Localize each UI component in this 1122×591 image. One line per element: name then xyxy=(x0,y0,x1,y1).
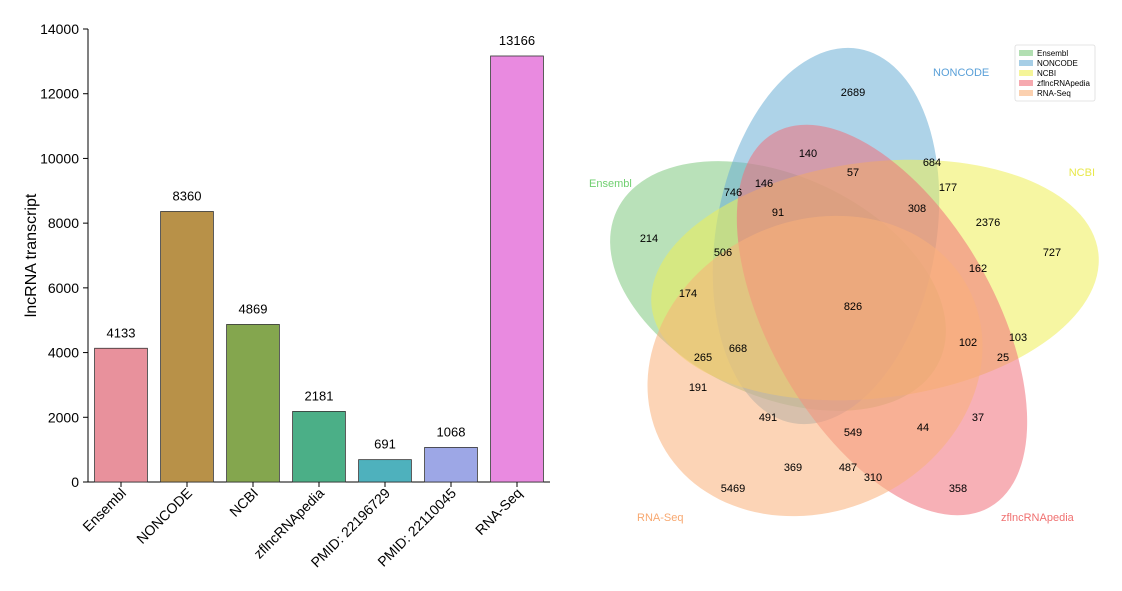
venn-region-count: 25 xyxy=(997,352,1009,364)
venn-set-label-rna-seq: RNA-Seq xyxy=(637,512,683,524)
venn-region-count: 487 xyxy=(839,462,857,474)
bar-value-label: 691 xyxy=(374,437,396,452)
venn-region-counts: 2689 214 727 5469 358 140 684 57 746 146 177 308 91 2… xyxy=(640,87,1061,495)
venn-region-count: 826 xyxy=(844,301,862,313)
bar-pmid-22196729 xyxy=(358,459,412,483)
venn-region-count: 308 xyxy=(908,203,926,215)
legend-label-ensembl: Ensembl xyxy=(1037,49,1068,58)
legend-swatch-ncbi xyxy=(1019,70,1033,76)
y-tick-label: 8000 xyxy=(48,215,79,231)
legend-label-rna-seq: RNA-Seq xyxy=(1037,89,1071,98)
bar-value-label: 4133 xyxy=(107,325,136,340)
x-tick-label: NCBI xyxy=(226,485,261,520)
venn-region-count: 358 xyxy=(949,483,967,495)
venn-region-count: 191 xyxy=(689,382,707,394)
bar-zflncrnapedia xyxy=(292,411,346,483)
venn-region-count: 2376 xyxy=(976,217,1000,229)
bar-value-label: 8360 xyxy=(173,188,202,203)
x-tick-label: Ensembl xyxy=(79,485,129,535)
legend-swatch-noncode xyxy=(1019,60,1033,66)
venn-region-count: 668 xyxy=(729,343,747,355)
venn-region-count: 2689 xyxy=(841,87,865,99)
venn-region-count: 162 xyxy=(969,263,987,275)
venn-set-rna-seq xyxy=(647,215,983,517)
venn-ellipses xyxy=(610,47,1099,517)
y-tick-label: 4000 xyxy=(48,345,79,361)
bar-ensembl xyxy=(94,347,148,483)
legend-label-zflncrnapedia: zflncRNApedia xyxy=(1037,79,1090,88)
bar-pmid-22110045 xyxy=(424,447,478,483)
bar-noncode xyxy=(160,211,214,483)
bar-rna-seq xyxy=(490,55,544,483)
venn-region-count: 727 xyxy=(1043,247,1061,259)
venn-set-label-ncbi: NCBI xyxy=(1069,167,1095,179)
venn-region-count: 146 xyxy=(755,178,773,190)
venn-region-count: 684 xyxy=(923,157,941,169)
bar-ncbi xyxy=(226,324,280,483)
legend-label-noncode: NONCODE xyxy=(1037,59,1078,68)
venn-region-count: 174 xyxy=(679,288,697,300)
venn-region-count: 214 xyxy=(640,233,658,245)
bar-value-label: 13166 xyxy=(499,33,535,48)
venn-region-count: 57 xyxy=(847,167,859,179)
bar-value-label: 2181 xyxy=(305,388,334,403)
venn-region-count: 177 xyxy=(939,182,957,194)
y-tick-label: 12000 xyxy=(40,86,79,102)
legend-swatch-zflncrnapedia xyxy=(1019,80,1033,86)
bar-value-label: 4869 xyxy=(239,301,268,316)
legend-swatch-ensembl xyxy=(1019,50,1033,56)
legend-label-ncbi: NCBI xyxy=(1037,69,1056,78)
y-axis-title: lncRNA transcript xyxy=(23,193,40,317)
venn-region-count: 549 xyxy=(844,427,862,439)
venn-diagram: 2689 214 727 5469 358 140 684 57 746 146 177 308 91 2… xyxy=(589,44,1099,524)
venn-region-count: 44 xyxy=(917,422,929,434)
y-tick-label: 6000 xyxy=(48,280,79,296)
venn-region-count: 746 xyxy=(724,187,742,199)
x-tick-label: RNA-Seq xyxy=(472,485,525,538)
venn-region-count: 37 xyxy=(972,412,984,424)
venn-region-count: 369 xyxy=(784,462,802,474)
y-tick-label: 2000 xyxy=(48,409,79,425)
venn-region-count: 91 xyxy=(772,207,784,219)
venn-region-count: 103 xyxy=(1009,332,1027,344)
bar-value-label: 1068 xyxy=(437,424,466,439)
venn-region-count: 102 xyxy=(959,337,977,349)
venn-region-count: 506 xyxy=(714,247,732,259)
y-tick-label: 0 xyxy=(71,474,79,490)
x-tick-label: NONCODE xyxy=(133,485,195,547)
venn-region-count: 140 xyxy=(799,148,817,160)
y-tick-label: 10000 xyxy=(40,150,79,166)
legend-swatch-rna-seq xyxy=(1019,90,1033,96)
venn-region-count: 5469 xyxy=(721,483,745,495)
legend-box xyxy=(1014,44,1096,102)
venn-region-count: 491 xyxy=(759,412,777,424)
bar-chart: 0 2000 4000 6000 8000 10000 12000 14000 lncRNA t… xyxy=(23,21,550,570)
y-tick-label: 14000 xyxy=(40,21,79,37)
venn-set-label-ensembl: Ensembl xyxy=(589,178,632,190)
venn-region-count: 265 xyxy=(694,352,712,364)
venn-set-label-noncode: NONCODE xyxy=(933,67,989,79)
venn-region-count: 310 xyxy=(864,472,882,484)
venn-set-label-zflncrnapedia: zflncRNApedia xyxy=(1001,512,1075,524)
